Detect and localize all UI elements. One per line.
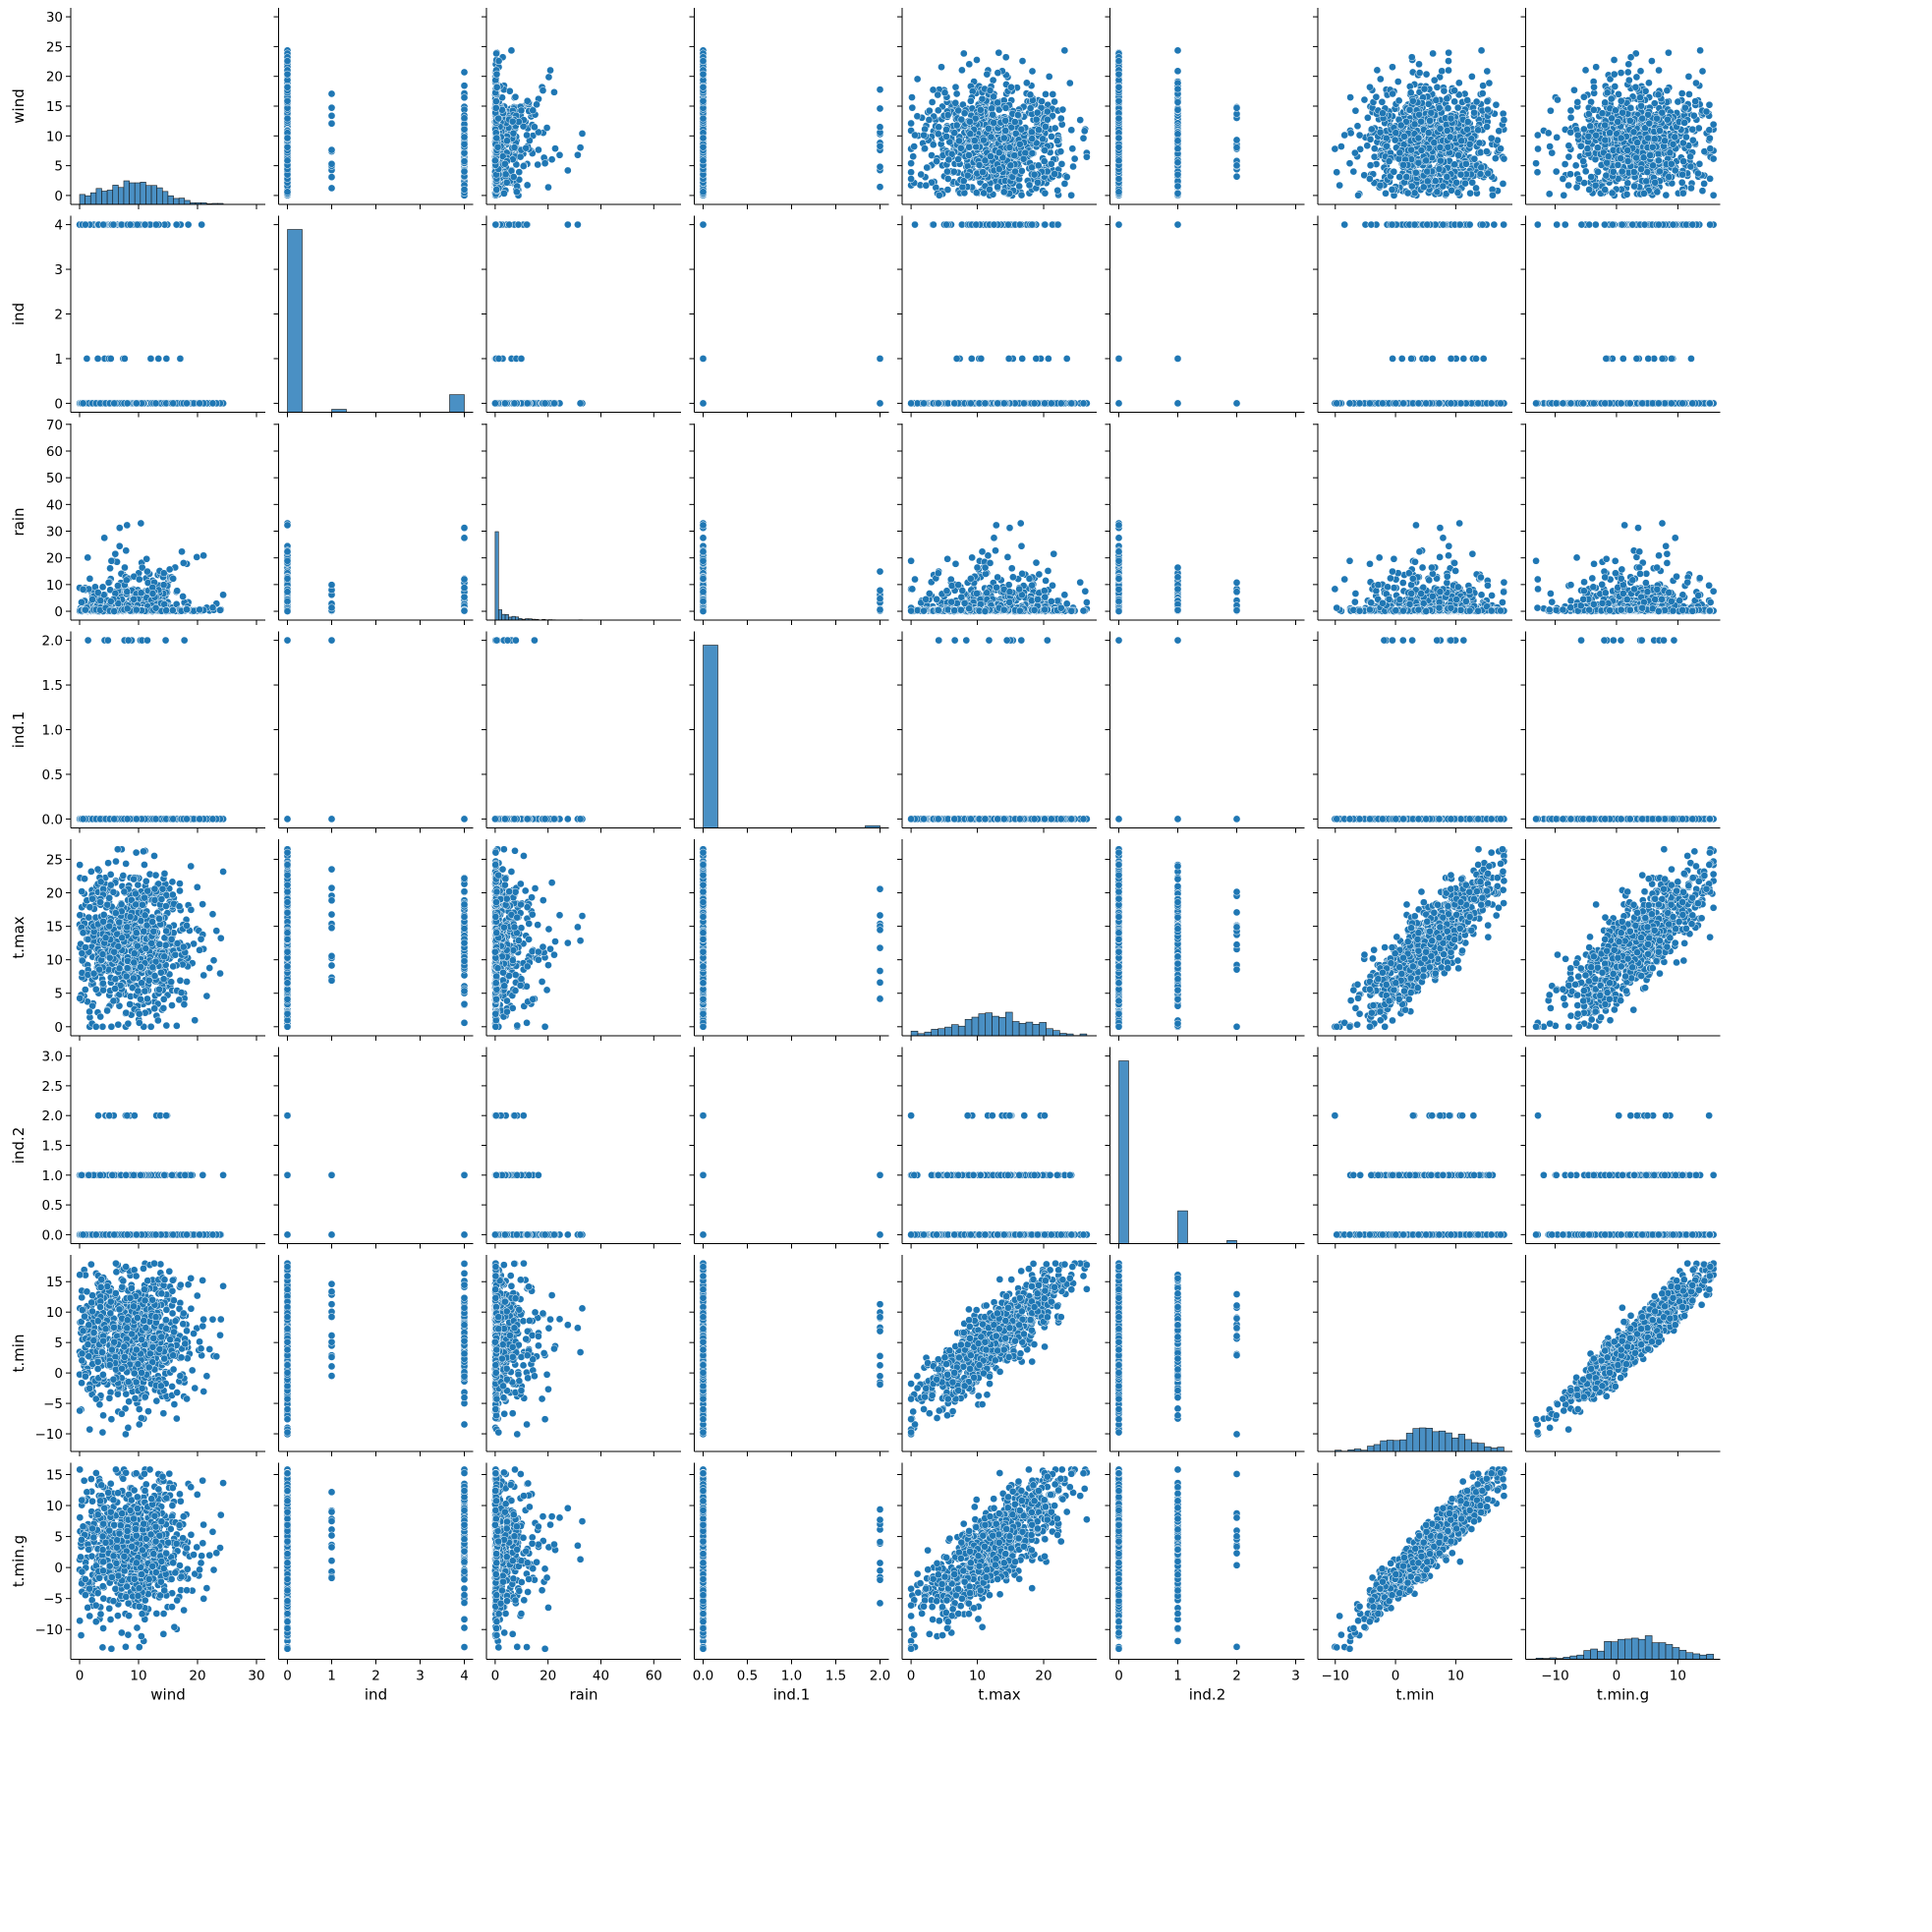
scatter-point (328, 112, 335, 119)
y-tick-label: 15 (46, 99, 63, 115)
hist-bar (96, 189, 102, 204)
scatter-point (284, 84, 291, 90)
hist-bar (85, 196, 91, 204)
scatter-point (461, 168, 468, 175)
hist-bar (124, 181, 130, 204)
scatter-point (284, 115, 291, 122)
scatter-point (284, 97, 291, 104)
y-tick-label: 10 (46, 129, 63, 144)
scatter-point (461, 141, 468, 147)
panel-wind-vs-rain (482, 8, 681, 209)
hist-bar (168, 196, 174, 204)
hist-bar (145, 186, 151, 204)
hist-bar (174, 199, 180, 204)
hist-bar (162, 192, 168, 204)
panel-wind-vs-wind: 0 5 10 15 20 25 30 (46, 8, 265, 209)
panel-wind-vs-ind (274, 8, 474, 209)
hist-bar (80, 195, 85, 204)
y-tick-label: 0 (54, 189, 63, 204)
scatter-point (328, 160, 335, 167)
y-tick-label: 30 (46, 10, 63, 26)
scatter-point (556, 151, 563, 158)
hist-bar (90, 193, 96, 204)
y-tick-label: 20 (46, 70, 63, 85)
hist-bar (157, 188, 163, 204)
scatter-point (461, 186, 468, 193)
scatter-point (328, 185, 335, 192)
y-tick-label: 25 (46, 39, 63, 55)
hist-bar (130, 183, 136, 204)
scatter-point (461, 126, 468, 133)
y-tick-label: 5 (54, 159, 63, 175)
hist-bar (135, 183, 141, 204)
scatter-point (328, 146, 335, 153)
scatter-point (461, 83, 468, 89)
scatter-point (461, 94, 468, 101)
scatter-point (461, 115, 468, 122)
hist-bar (185, 200, 191, 204)
scatter-point (461, 134, 468, 141)
scatter-point (284, 143, 291, 150)
scatter-point (328, 90, 335, 97)
scatter-point (284, 189, 291, 196)
scatter-point (461, 158, 468, 165)
scatter-point (284, 71, 291, 78)
scatter-point (328, 174, 335, 181)
scatter-point (284, 157, 291, 164)
hist-bar (101, 191, 107, 204)
scatter-point (284, 135, 291, 142)
hist-bar (179, 199, 185, 204)
pairplot-panels: 051015202530012340102030405060700.00.51.… (35, 8, 1721, 1684)
hist-bar (107, 190, 113, 204)
hist-bar (118, 188, 124, 204)
scatter-point (328, 120, 335, 127)
hist-bar (141, 182, 146, 204)
hist-bar (151, 186, 157, 204)
scatter-point (461, 69, 468, 76)
scatter-point (284, 57, 291, 64)
scatter-point (328, 104, 335, 111)
hist-bar (113, 185, 119, 204)
